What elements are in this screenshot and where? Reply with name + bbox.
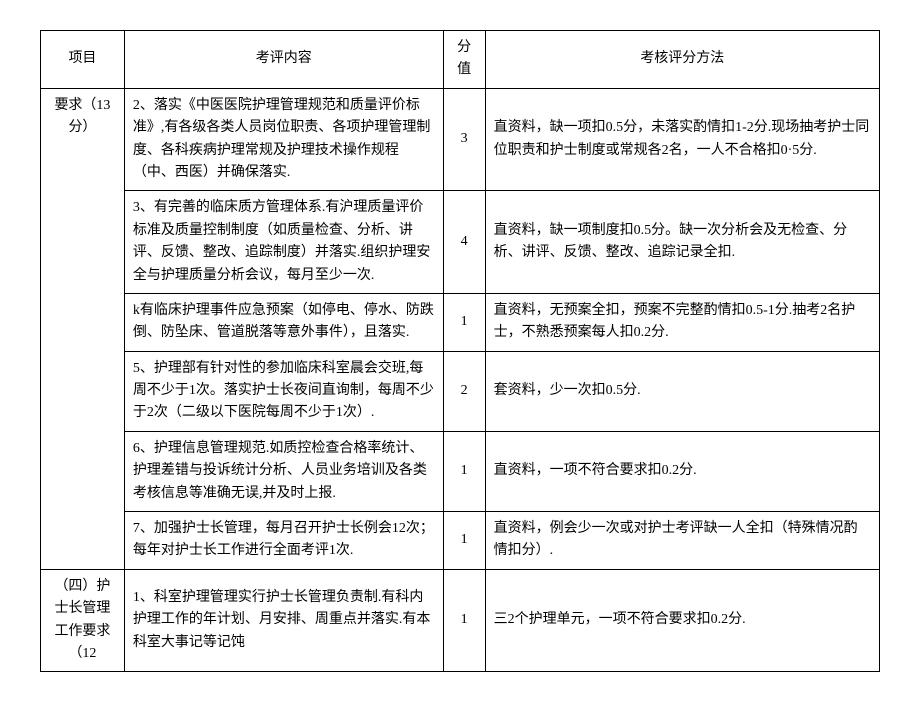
- header-method: 考核评分方法: [485, 31, 879, 89]
- table-header-row: 项目 考评内容 分值 考核评分方法: [41, 31, 880, 89]
- cell-method: 直资料，缺一项制度扣0.5分。缺一次分析会及无检查、分析、讲评、反馈、整改、追踪…: [485, 191, 879, 294]
- cell-content: 3、有完善的临床质方管理体系.有沪理质量评价标准及质量控制制度（如质量检查、分析…: [124, 191, 443, 294]
- table-row: 3、有完善的临床质方管理体系.有沪理质量评价标准及质量控制制度（如质量检查、分析…: [41, 191, 880, 294]
- evaluation-table: 项目 考评内容 分值 考核评分方法 要求（13分） 2、落实《中医医院护理管理规…: [40, 30, 880, 672]
- cell-method: 套资料，少一次扣0.5分.: [485, 351, 879, 431]
- cell-score: 2: [443, 351, 485, 431]
- table-row: （四）护士长管理工作要求（12 1、科室护理管理实行护士长管理负责制.有科内护理…: [41, 569, 880, 672]
- cell-content: 2、落实《中医医院护理管理规范和质量评价标准》,有各级各类人员岗位职责、各项护理…: [124, 88, 443, 191]
- table-row: k有临床护理事件应急预案（如停电、停水、防跌倒、防坠床、管道脱落等意外事件），且…: [41, 293, 880, 351]
- table-row: 6、护理信息管理规范.如质控检查合格率统计、护理差错与投诉统计分析、人员业务培训…: [41, 431, 880, 511]
- cell-item: 要求（13分）: [41, 88, 125, 191]
- cell-content: 7、加强护士长管理，每月召开护士长例会12次；每年对护士长工作进行全面考评1次.: [124, 512, 443, 570]
- cell-item: [41, 191, 125, 294]
- table-row: 5、护理部有针对性的参加临床科室晨会交班,每周不少于1次。落实护士长夜间直询制，…: [41, 351, 880, 431]
- cell-method: 直资料，一项不符合要求扣0.2分.: [485, 431, 879, 511]
- cell-content: k有临床护理事件应急预案（如停电、停水、防跌倒、防坠床、管道脱落等意外事件），且…: [124, 293, 443, 351]
- cell-method: 直资料，缺一项扣0.5分，未落实酌情扣1-2分.现场抽考护士同位职责和护士制度或…: [485, 88, 879, 191]
- header-score: 分值: [443, 31, 485, 89]
- cell-content: 1、科室护理管理实行护士长管理负责制.有科内护理工作的年计划、月安排、周重点并落…: [124, 569, 443, 672]
- cell-item: [41, 512, 125, 570]
- header-item: 项目: [41, 31, 125, 89]
- table-row: 7、加强护士长管理，每月召开护士长例会12次；每年对护士长工作进行全面考评1次.…: [41, 512, 880, 570]
- cell-item: [41, 293, 125, 351]
- table-row: 要求（13分） 2、落实《中医医院护理管理规范和质量评价标准》,有各级各类人员岗…: [41, 88, 880, 191]
- cell-score: 1: [443, 431, 485, 511]
- cell-score: 1: [443, 569, 485, 672]
- cell-method: 直资料，例会少一次或对护士考评缺一人全扣（特殊情况酌情扣分）.: [485, 512, 879, 570]
- cell-item: [41, 351, 125, 431]
- cell-item: [41, 431, 125, 511]
- cell-score: 3: [443, 88, 485, 191]
- cell-content: 6、护理信息管理规范.如质控检查合格率统计、护理差错与投诉统计分析、人员业务培训…: [124, 431, 443, 511]
- header-content: 考评内容: [124, 31, 443, 89]
- cell-method: 直资料，无预案全扣，预案不完整酌情扣0.5-1分.抽考2名护士，不熟悉预案每人扣…: [485, 293, 879, 351]
- cell-score: 1: [443, 293, 485, 351]
- cell-score: 4: [443, 191, 485, 294]
- cell-item: （四）护士长管理工作要求（12: [41, 569, 125, 672]
- cell-content: 5、护理部有针对性的参加临床科室晨会交班,每周不少于1次。落实护士长夜间直询制，…: [124, 351, 443, 431]
- cell-method: 三2个护理单元，一项不符合要求扣0.2分.: [485, 569, 879, 672]
- cell-score: 1: [443, 512, 485, 570]
